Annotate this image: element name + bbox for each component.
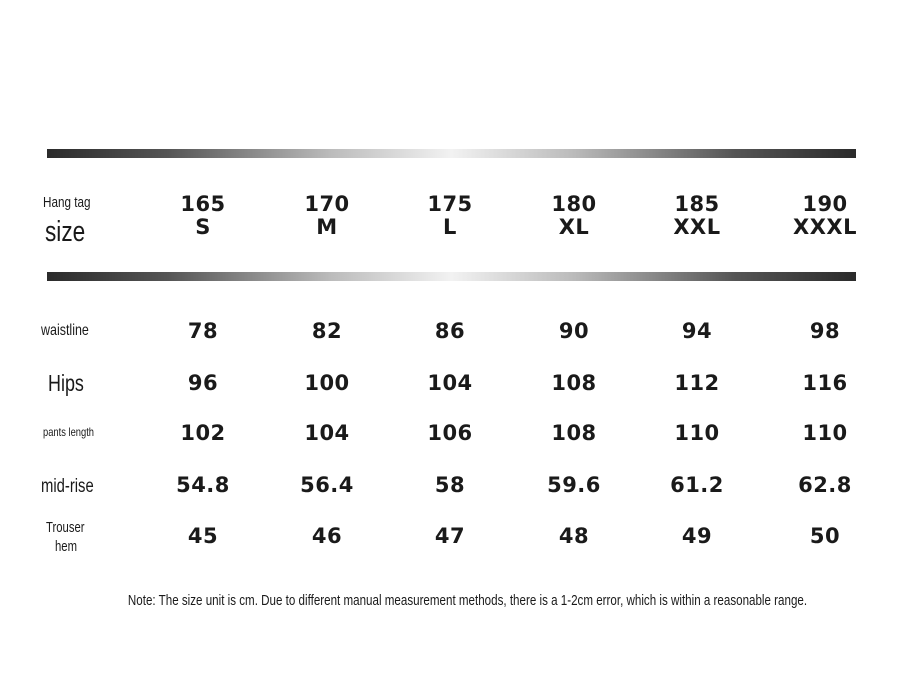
- size-height: 170: [304, 192, 350, 216]
- measurement-cell: 54.8: [176, 473, 230, 497]
- row-label-hem: hem: [55, 539, 78, 555]
- measurement-cell: 90: [558, 319, 590, 343]
- measurement-cell: 108: [551, 371, 597, 395]
- measurement-cell: 112: [674, 371, 720, 395]
- measurement-cell: 49: [681, 524, 713, 548]
- measurement-cell: 110: [674, 421, 720, 445]
- row-label-waistline: waistline: [41, 322, 89, 339]
- measurement-cell: 100: [304, 371, 350, 395]
- measurement-cell: 45: [187, 524, 219, 548]
- header-label-hang-tag: Hang tag: [43, 194, 91, 211]
- measurement-cell: 116: [802, 371, 848, 395]
- size-letter: XXXL: [793, 215, 857, 239]
- measurement-cell: 48: [558, 524, 590, 548]
- measurement-cell: 59.6: [547, 473, 601, 497]
- size-letter: XXL: [673, 215, 721, 239]
- measurement-cell: 78: [187, 319, 219, 343]
- size-height: 175: [427, 192, 473, 216]
- size-letter: S: [195, 215, 211, 239]
- measurement-cell: 108: [551, 421, 597, 445]
- measurement-cell: 104: [304, 421, 350, 445]
- measurement-cell: 56.4: [300, 473, 354, 497]
- size-letter: M: [316, 215, 338, 239]
- header-divider-bar: [47, 272, 856, 281]
- measurement-cell: 96: [187, 371, 219, 395]
- measurement-cell: 104: [427, 371, 473, 395]
- size-height: 165: [180, 192, 226, 216]
- measurement-cell: 110: [802, 421, 848, 445]
- measurement-cell: 58: [434, 473, 466, 497]
- top-divider-bar: [47, 149, 856, 158]
- size-note: Note: The size unit is cm. Due to differ…: [127, 593, 808, 609]
- size-height: 185: [674, 192, 720, 216]
- measurement-cell: 86: [434, 319, 466, 343]
- measurement-cell: 61.2: [670, 473, 724, 497]
- size-letter: XL: [558, 215, 590, 239]
- header-label-size: size: [45, 216, 86, 248]
- size-letter: L: [443, 215, 457, 239]
- measurement-cell: 98: [809, 319, 841, 343]
- row-label-pants-length: pants length: [43, 425, 95, 439]
- measurement-cell: 82: [311, 319, 343, 343]
- measurement-cell: 106: [427, 421, 473, 445]
- measurement-cell: 102: [180, 421, 226, 445]
- measurement-cell: 46: [311, 524, 343, 548]
- size-height: 180: [551, 192, 597, 216]
- measurement-cell: 47: [434, 524, 466, 548]
- measurement-cell: 62.8: [798, 473, 852, 497]
- row-label-mid-rise: mid-rise: [41, 476, 94, 497]
- measurement-cell: 50: [809, 524, 841, 548]
- row-label-trouser: Trouser: [46, 520, 85, 536]
- row-label-hips: Hips: [48, 370, 84, 396]
- measurement-cell: 94: [681, 319, 713, 343]
- size-height: 190: [802, 192, 848, 216]
